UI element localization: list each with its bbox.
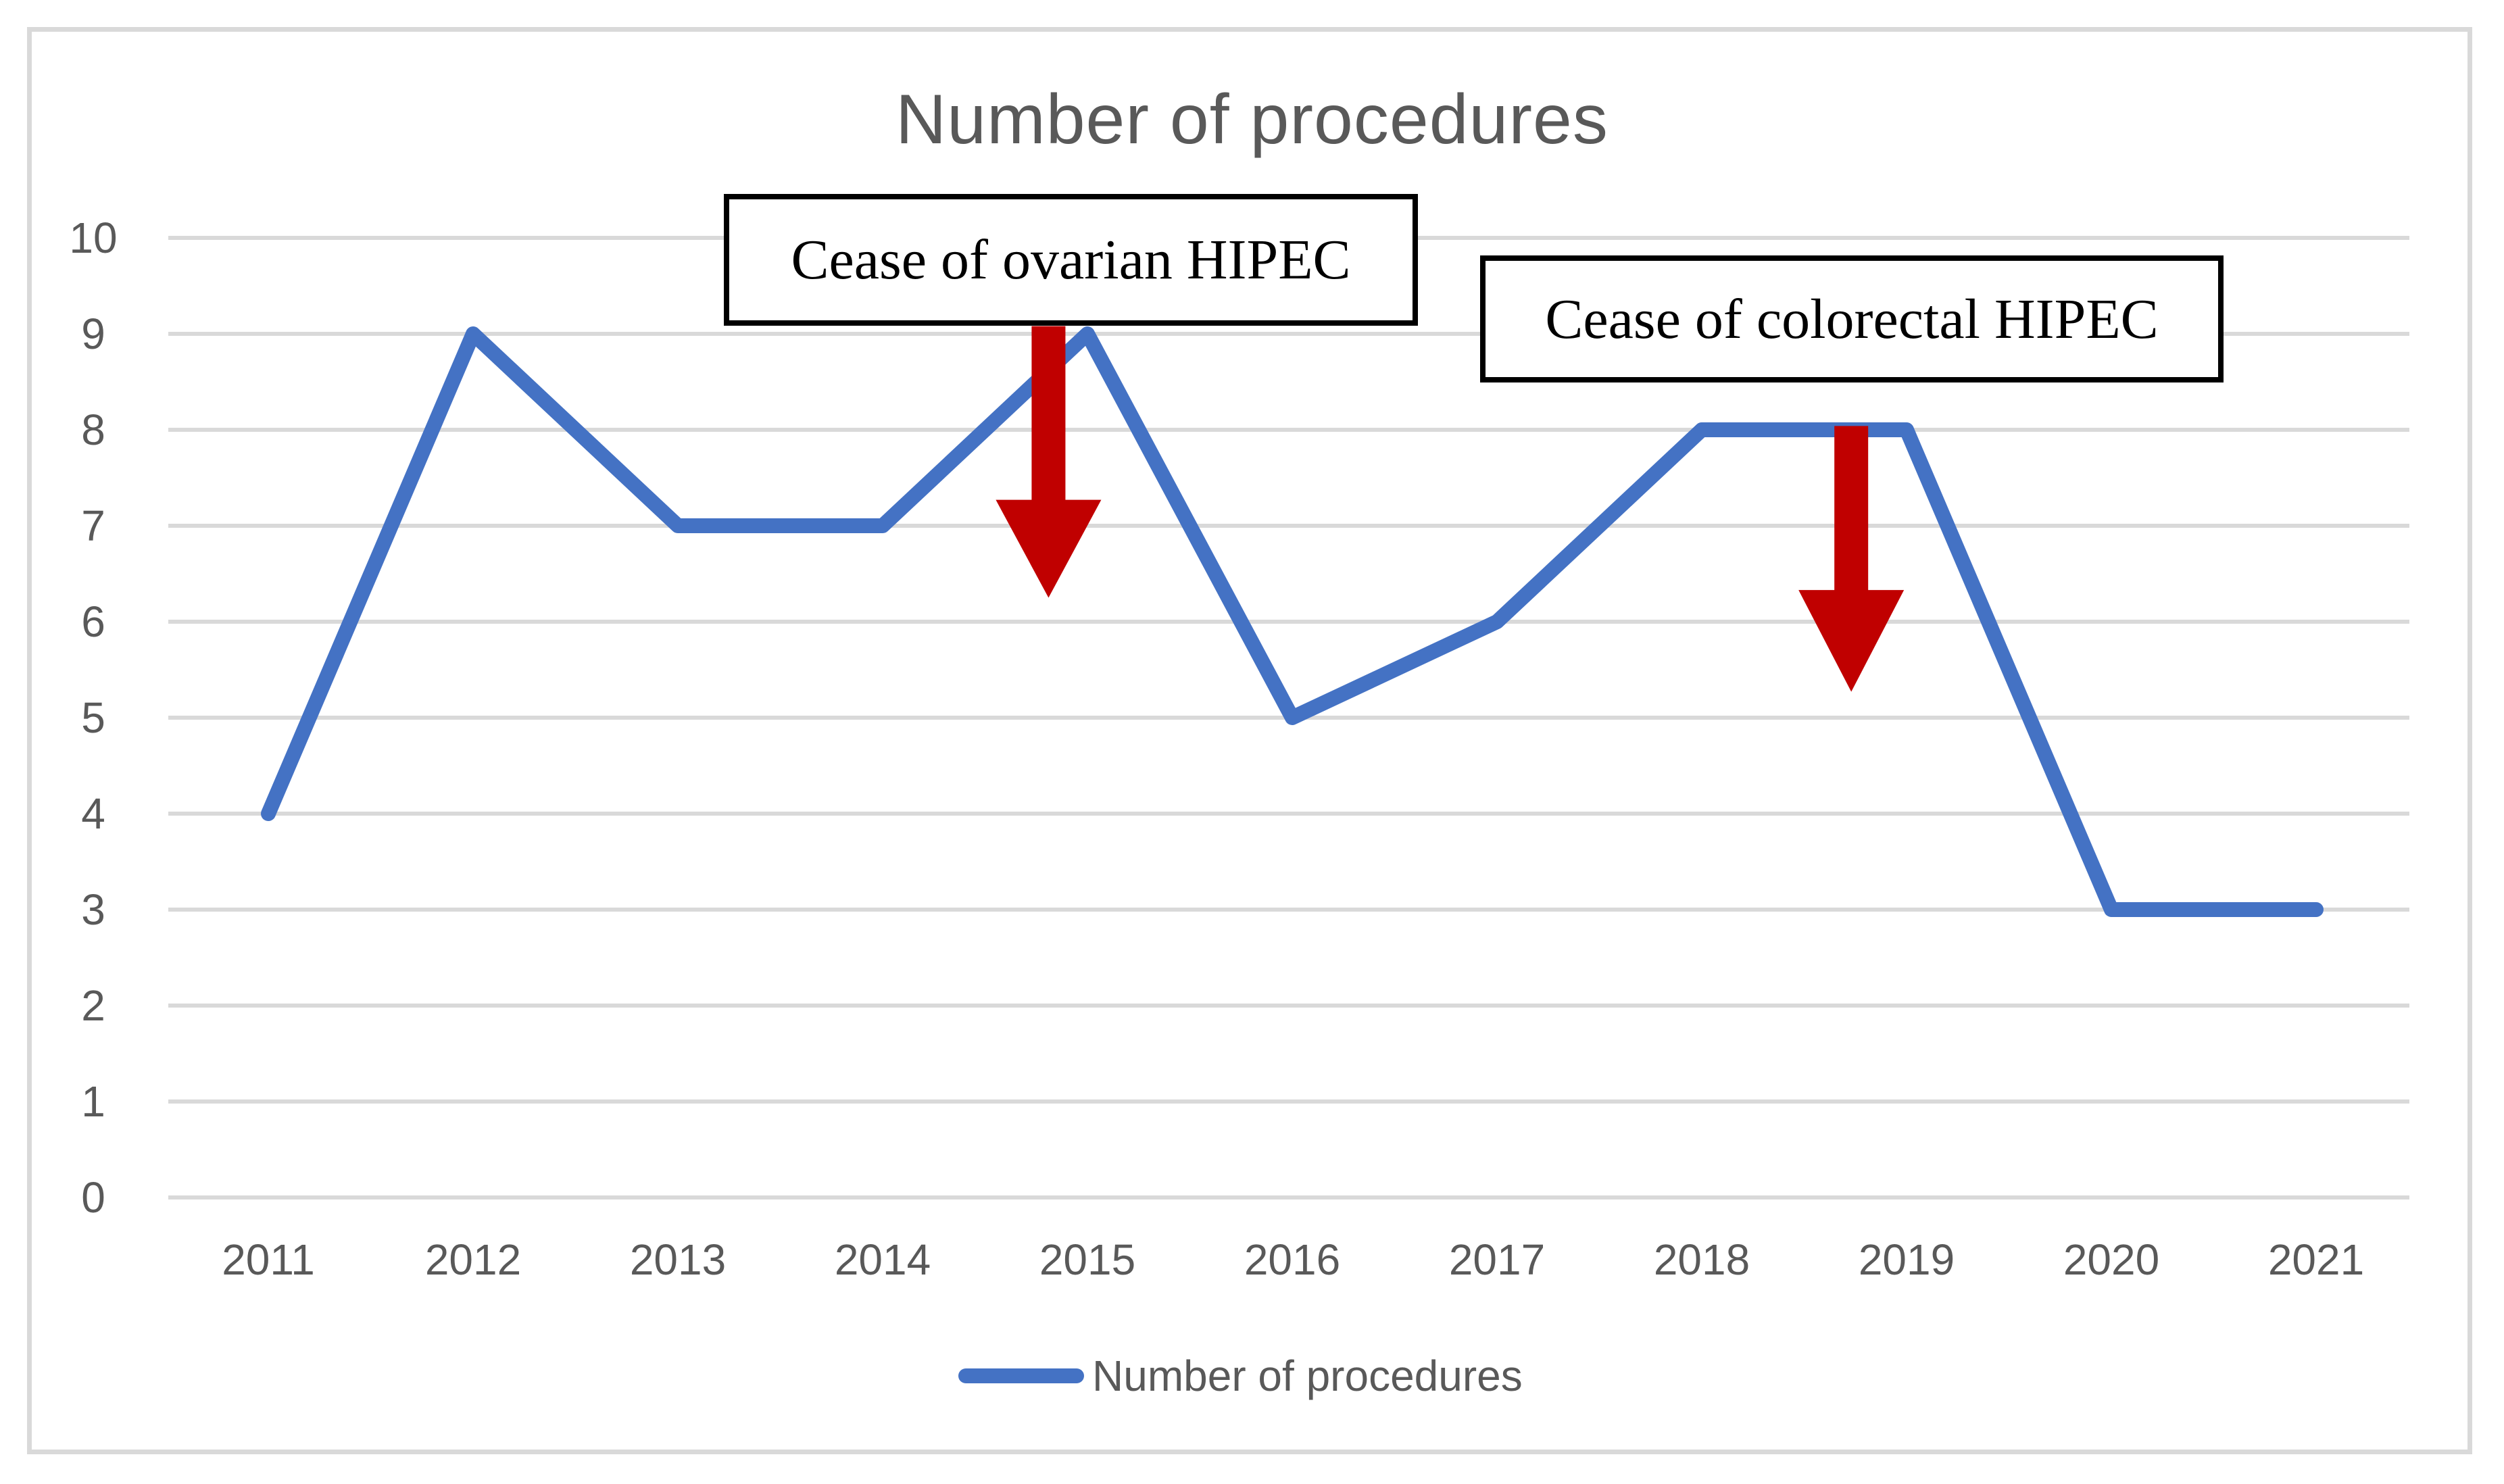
x-tick-label: 2016 (1244, 1235, 1341, 1284)
x-tick-label: 2018 (1653, 1235, 1750, 1284)
legend-line-marker-icon (958, 1368, 1084, 1383)
y-tick-label: 7 (81, 501, 105, 550)
series-line-number-of-procedures (261, 326, 2324, 917)
annotation-label: Cease of ovarian HIPEC (791, 228, 1351, 291)
down-arrow-icon (996, 326, 1102, 598)
x-tick-label: 2012 (424, 1235, 522, 1284)
annotation-box-cease-colorectal-hipec: Cease of colorectal HIPEC (1480, 255, 2224, 382)
y-tick-label: 3 (81, 885, 105, 934)
x-tick-label: 2015 (1039, 1235, 1136, 1284)
x-tick-label: 2013 (629, 1235, 727, 1284)
down-arrow-icon (1798, 426, 1905, 692)
y-tick-label: 5 (81, 693, 105, 742)
y-tick-label: 1 (81, 1077, 105, 1126)
x-tick-label: 2017 (1448, 1235, 1546, 1284)
chart-title: Number of procedures (895, 80, 1609, 159)
x-tick-label: 2021 (2267, 1235, 2365, 1284)
x-tick-label: 2014 (834, 1235, 931, 1284)
x-tick-label: 2019 (1858, 1235, 1955, 1284)
y-tick-label: 9 (81, 310, 105, 358)
y-tick-label: 10 (69, 214, 118, 262)
y-tick-label: 4 (81, 789, 105, 838)
legend: Number of procedures (958, 1352, 1523, 1400)
legend-label: Number of procedures (1092, 1352, 1523, 1400)
y-tick-label: 6 (81, 597, 105, 646)
y-tick-label: 0 (81, 1173, 105, 1222)
annotation-box-cease-ovarian-hipec: Cease of ovarian HIPEC (724, 194, 1418, 326)
x-tick-label: 2020 (2063, 1235, 2160, 1284)
annotation-label: Cease of colorectal HIPEC (1545, 287, 2159, 351)
y-tick-label: 8 (81, 405, 105, 454)
y-tick-label: 2 (81, 981, 105, 1030)
x-tick-label: 2011 (222, 1235, 315, 1284)
